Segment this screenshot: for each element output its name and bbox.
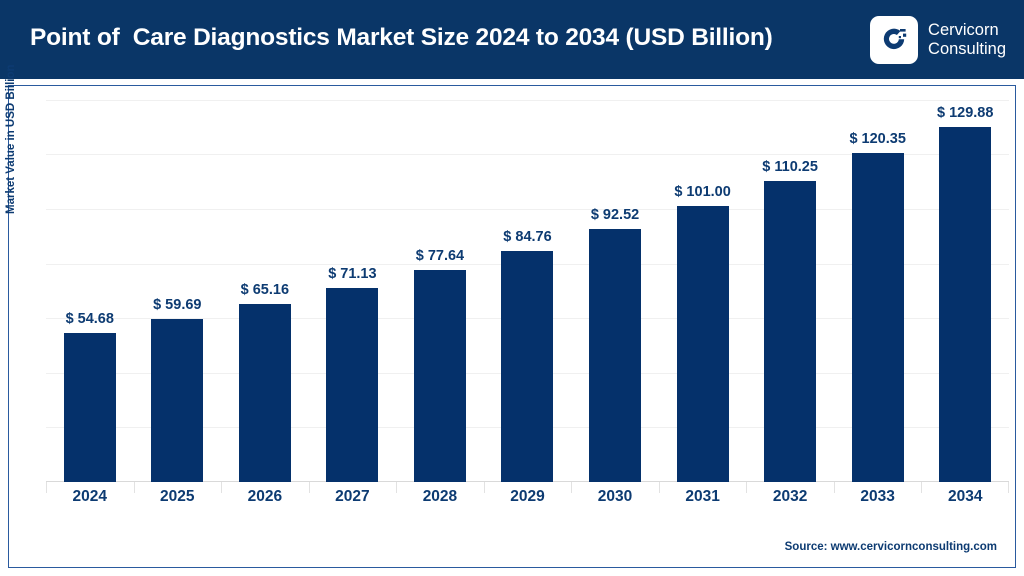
brand-name-line2: Consulting [928,40,1006,58]
brand-logo: Cervicorn Consulting [870,12,1006,68]
bar-group[interactable]: $ 54.68 [46,311,134,482]
x-axis-label: 2028 [422,488,458,505]
bar-value-label: $ 65.16 [240,282,290,299]
chart-frame: Market Value in USD Billion $ 54.68 $ 59.… [5,64,1016,568]
bar-value-label: $ 101.00 [674,184,731,201]
bar[interactable] [238,304,291,482]
bar[interactable] [939,127,992,482]
bar-group[interactable]: $ 77.64 [396,248,484,482]
x-axis-tick [571,482,573,493]
bar-value-label: $ 71.13 [328,265,377,282]
bar[interactable] [764,180,817,482]
bars-layer: $ 54.68 $ 59.69 $ 65.16 $ 71.13 $ 77.64 $ 84.… [46,86,1009,482]
bar[interactable] [63,332,116,482]
bar-value-label: $ 120.35 [849,131,906,148]
brand-name: Cervicorn Consulting [928,21,1006,59]
bar-group[interactable]: $ 59.69 [134,297,222,482]
x-axis-tick [308,482,310,493]
x-axis-label: 2027 [335,488,370,505]
x-axis-tick [658,482,660,493]
x-axis-tick [221,482,223,493]
brand-name-line1: Cervicorn [928,20,999,39]
bar-group[interactable]: $ 71.13 [309,266,397,482]
gridline [46,208,1009,210]
bar[interactable] [413,269,466,482]
bar[interactable] [676,206,729,482]
x-axis-tick [46,482,47,493]
x-axis-label: 2033 [860,488,895,505]
bar-group[interactable]: $ 129.88 [921,105,1009,482]
x-axis-label: 2029 [510,488,545,505]
gridline [46,154,1009,156]
bar-value-label: $ 110.25 [762,158,818,175]
x-axis-tick [396,482,398,493]
x-axis-tick [746,482,748,493]
bar-group[interactable]: $ 92.52 [571,207,659,482]
bar-group[interactable]: $ 120.35 [834,131,922,482]
x-axis-tick [483,482,485,493]
x-axis-tick [921,482,923,493]
bar-value-label: $ 84.76 [503,228,552,245]
bar-value-label: $ 54.68 [65,310,114,327]
page-title: Point of Care Diagnostics Market Size 20… [30,24,773,51]
bar-value-label: $ 129.88 [936,105,994,122]
bar[interactable] [326,287,379,482]
bar-group[interactable]: $ 84.76 [484,229,572,482]
x-axis-labels: 2024 2025 2026 2027 2028 2029 2030 2031 2032 2033… [46,488,1009,518]
y-axis-title: Market Value in USD Billion [5,64,17,214]
x-axis-label: 2031 [685,488,720,505]
x-axis-tick [1008,482,1009,493]
x-axis-tick [133,482,135,493]
bar-value-label: $ 92.52 [590,207,640,224]
x-axis-label: 2025 [160,488,195,505]
gridline [46,99,1009,101]
x-axis-tick [833,482,835,493]
x-axis-label: 2030 [597,488,633,505]
bar[interactable] [851,153,904,482]
bar-group[interactable]: $ 101.00 [659,184,747,482]
x-axis-label: 2024 [72,488,107,505]
x-axis-label: 2032 [772,488,808,505]
bar-value-label: $ 59.69 [153,297,202,313]
x-axis-label: 2034 [947,488,983,505]
bar-group[interactable]: $ 110.25 [746,159,834,482]
x-axis-ticks [46,482,1009,495]
header-band: Point of Care Diagnostics Market Size 20… [0,0,1024,79]
bar[interactable] [589,229,642,482]
cervicorn-c-mark-icon [870,16,919,64]
bar-group[interactable]: $ 65.16 [221,282,309,482]
x-axis-label: 2026 [247,488,283,505]
plot-area: $ 54.68 $ 59.69 $ 65.16 $ 71.13 $ 77.64 $ 84.… [46,86,1009,482]
bar[interactable] [151,319,204,482]
source-note: Source: www.cervicornconsulting.com [784,541,997,553]
bar-value-label: $ 77.64 [415,247,465,264]
bar[interactable] [501,250,554,482]
